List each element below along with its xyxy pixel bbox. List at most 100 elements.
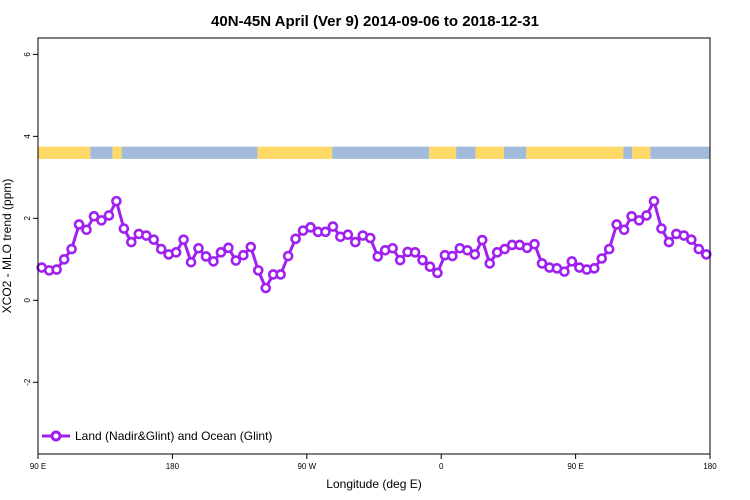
band-segment-land: [632, 146, 651, 159]
data-point: [536, 258, 548, 269]
data-point: [566, 256, 578, 267]
legend-label: Land (Nadir&Glint) and Ocean (Glint): [75, 429, 272, 443]
data-point: [200, 251, 212, 262]
band-segment-ocean: [121, 146, 258, 159]
y-axis: -2 0 2 4 6: [23, 52, 38, 386]
data-point: [155, 243, 167, 255]
data-point: [364, 232, 376, 244]
data-point: [96, 215, 107, 226]
data-point: [185, 256, 197, 268]
data-point: [372, 251, 384, 262]
y-tick-label: 6: [23, 52, 32, 57]
data-point: [529, 238, 540, 250]
band-segment-ocean: [623, 146, 633, 159]
band-segment-land: [257, 146, 333, 159]
data-point: [66, 243, 77, 255]
data-point: [700, 249, 712, 260]
data-point: [387, 242, 398, 254]
data-point: [484, 258, 496, 269]
band-segment-ocean: [503, 146, 527, 159]
data-point: [58, 254, 70, 265]
data-point: [588, 263, 600, 274]
data-point: [88, 210, 100, 222]
data-point: [678, 230, 690, 241]
chart-title: 40N-45N April (Ver 9) 2014-09-06 to 2018…: [211, 13, 539, 30]
data-point: [215, 247, 227, 258]
band-segment-ocean: [650, 146, 710, 159]
data-point: [603, 243, 615, 255]
data-point: [686, 234, 697, 245]
data-point: [447, 250, 458, 262]
land-ocean-band: [38, 146, 710, 159]
y-tick-label: -2: [23, 378, 32, 386]
data-point: [409, 247, 421, 258]
data-point: [432, 267, 443, 279]
data-point: [275, 269, 286, 280]
band-segment-land: [475, 146, 504, 159]
data-point: [73, 219, 85, 230]
y-tick-label: 4: [23, 134, 32, 139]
data-point: [641, 210, 652, 221]
data-point: [499, 243, 510, 255]
x-tick-label: 90 W: [297, 462, 316, 471]
x-tick-label: 90 E: [30, 462, 46, 471]
data-point: [663, 236, 675, 248]
data-point: [51, 264, 62, 275]
data-point: [126, 236, 137, 248]
band-segment-land: [526, 146, 624, 159]
y-tick-label: 0: [23, 298, 32, 303]
y-axis-label: XCO2 - MLO trend (ppm): [0, 179, 14, 314]
data-point: [559, 266, 570, 277]
data-point: [693, 243, 705, 255]
data-point: [140, 230, 152, 241]
x-tick-label: 0: [439, 462, 444, 471]
data-point: [417, 254, 428, 266]
data-point: [305, 222, 316, 233]
band-segment-ocean: [332, 146, 430, 159]
data-point: [118, 223, 130, 234]
data-point: [596, 253, 608, 264]
data-point: [611, 219, 622, 230]
data-point: [290, 233, 301, 245]
legend: Land (Nadir&Glint) and Ocean (Glint): [42, 429, 272, 443]
band-segment-ocean: [90, 146, 113, 159]
data-point: [252, 265, 264, 276]
data-point: [178, 234, 189, 245]
data-point: [260, 282, 272, 294]
data-point: [223, 242, 234, 254]
data-point: [245, 241, 257, 253]
x-axis: 90 E 180 90 W 0 90 E 180: [30, 454, 717, 471]
data-point: [103, 210, 115, 221]
band-segment-land: [38, 146, 91, 159]
legend-swatch-marker: [50, 430, 62, 442]
data-point: [170, 247, 182, 258]
data-point: [327, 221, 339, 232]
data-point: [148, 234, 160, 245]
x-tick-label: 180: [166, 462, 180, 471]
data-point: [462, 245, 473, 256]
y-tick-label: 2: [23, 216, 32, 221]
data-point: [238, 249, 249, 261]
data-point: [193, 242, 204, 254]
data-point: [230, 255, 242, 266]
data-point: [656, 223, 667, 234]
data-point: [282, 250, 294, 262]
data-point: [320, 226, 331, 238]
data-point: [476, 234, 488, 246]
x-axis-label: Longitude (deg E): [326, 477, 421, 491]
data-point: [342, 229, 354, 241]
data-point: [633, 215, 645, 226]
data-point: [81, 224, 92, 236]
data-point: [648, 195, 660, 207]
data-point: [208, 256, 219, 267]
data-point: [618, 224, 630, 236]
data-point: [394, 254, 406, 266]
band-segment-ocean: [456, 146, 476, 159]
x-tick-label: 180: [703, 462, 717, 471]
band-segment-land: [429, 146, 457, 159]
data-points: [36, 195, 712, 294]
x-tick-label: 90 E: [567, 462, 583, 471]
data-point: [424, 261, 436, 272]
band-segment-land: [112, 146, 122, 159]
